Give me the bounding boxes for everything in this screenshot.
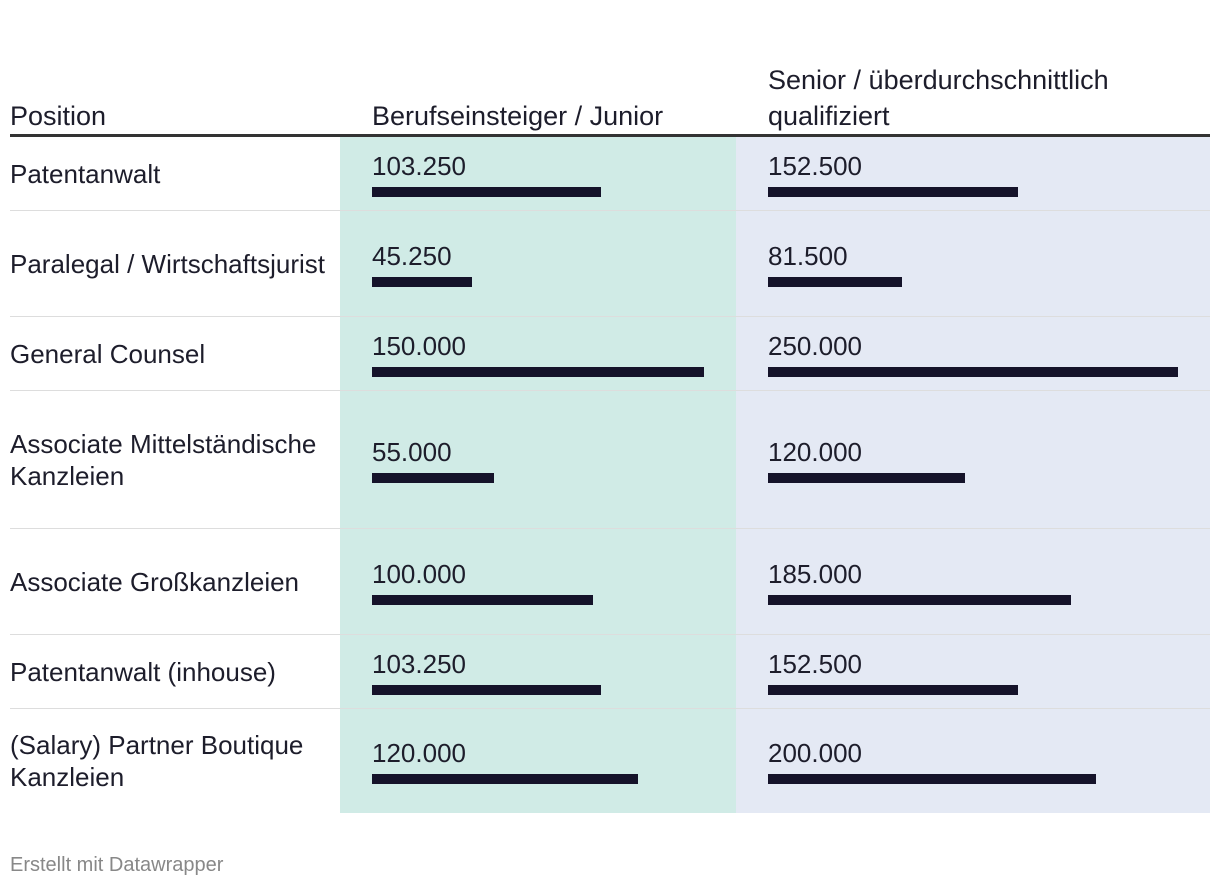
junior-bar [372,594,594,605]
junior-bar [372,774,638,784]
junior-cell: 103.250 [340,635,736,708]
table-row: Paralegal / Wirtschaftsjurist 45.250 81.… [10,211,1210,317]
header-junior: Berufseinsteiger / Junior [372,101,664,131]
senior-value: 250.000 [768,330,862,361]
senior-bar [768,472,965,483]
footer-credit: Erstellt mit Datawrapper [10,854,224,876]
junior-cell: 120.000 [340,709,736,813]
junior-bar [372,186,601,197]
senior-bar [768,774,1096,784]
table-row: Patentanwalt 103.250 152.500 [10,137,1210,211]
senior-value: 152.500 [768,150,862,181]
junior-cell: 103.250 [340,137,736,210]
position-label: Paralegal / Wirtschaftsjurist [10,248,325,279]
position-label: Associate Mittelständische Kanzleien [10,428,317,491]
senior-value: 200.000 [768,738,862,768]
senior-cell: 152.500 [736,137,1210,210]
table-row: (Salary) Partner Boutique Kanzleien 120.… [10,709,1210,813]
position-label: Associate Großkanzleien [10,566,300,597]
senior-cell: 250.000 [736,317,1210,390]
junior-value: 103.250 [372,648,466,679]
table-row: General Counsel 150.000 250.000 [10,317,1210,391]
junior-bar [372,684,601,695]
junior-cell: 55.000 [340,391,736,528]
senior-cell: 200.000 [736,709,1210,813]
senior-bar [768,276,902,287]
table-row: Associate Mittelständische Kanzleien 55.… [10,391,1210,529]
junior-bar [372,472,494,483]
junior-value: 150.000 [372,330,466,361]
senior-value: 185.000 [768,558,862,589]
position-label: Patentanwalt [10,158,161,189]
header-position: Position [10,101,107,131]
junior-cell: 45.250 [340,211,736,316]
table-row: Associate Großkanzleien 100.000 185.000 [10,529,1210,635]
junior-bar [372,366,704,377]
junior-value: 103.250 [372,150,466,181]
senior-cell: 185.000 [736,529,1210,634]
junior-bar [372,276,473,287]
junior-value: 45.250 [372,240,452,271]
senior-cell: 120.000 [736,391,1210,528]
junior-cell: 100.000 [340,529,736,634]
senior-cell: 152.500 [736,635,1210,708]
senior-bar [768,594,1072,605]
senior-value: 120.000 [768,436,862,467]
junior-cell: 150.000 [340,317,736,390]
senior-bar [768,186,1019,197]
junior-value: 120.000 [372,738,466,768]
senior-cell: 81.500 [736,211,1210,316]
position-label: General Counsel [10,338,206,369]
senior-bar [768,684,1019,695]
position-label: Patentanwalt (inhouse) [10,656,276,687]
junior-value: 55.000 [372,436,452,467]
header-rule [10,134,1210,137]
header-senior: Senior / überdurchschnittlich qualifizie… [768,65,1109,131]
table-row: Patentanwalt (inhouse) 103.250 152.500 [10,635,1210,709]
senior-value: 152.500 [768,648,862,679]
junior-value: 100.000 [372,558,466,589]
senior-bar [768,366,1178,377]
position-label: (Salary) Partner Boutique Kanzleien [10,730,304,792]
senior-value: 81.500 [768,240,848,271]
